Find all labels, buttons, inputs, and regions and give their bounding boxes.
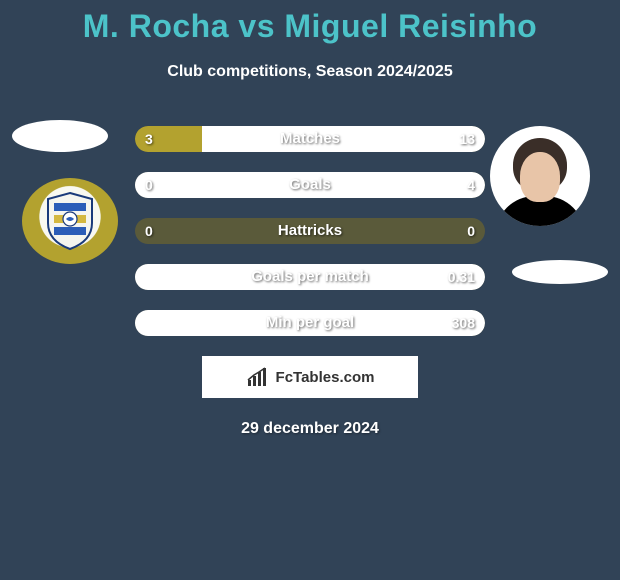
stat-value-right: 0 [467,218,475,244]
date-label: 29 december 2024 [0,420,620,438]
source-label: FcTables.com [276,369,375,386]
stat-row: Min per goal308 [135,310,485,336]
comparison-card: M. Rocha vs Miguel Reisinho Club competi… [0,0,620,580]
stat-value-right: 0.31 [448,264,475,290]
stat-label: Goals [135,172,485,198]
source-box: FcTables.com [202,356,418,398]
stat-label: Hattricks [135,218,485,244]
subtitle: Club competitions, Season 2024/2025 [0,63,620,81]
stat-value-right: 13 [459,126,475,152]
stat-row: 0Hattricks0 [135,218,485,244]
stat-label: Min per goal [135,310,485,336]
page-title: M. Rocha vs Miguel Reisinho [0,0,620,45]
stat-row: 0Goals4 [135,172,485,198]
stat-row: Goals per match0.31 [135,264,485,290]
stat-label: Matches [135,126,485,152]
stat-label: Goals per match [135,264,485,290]
stats-area: 3Matches130Goals40Hattricks0Goals per ma… [0,126,620,336]
stat-value-right: 308 [452,310,475,336]
stat-row: 3Matches13 [135,126,485,152]
stat-value-right: 4 [467,172,475,198]
bar-chart-icon [246,366,272,388]
